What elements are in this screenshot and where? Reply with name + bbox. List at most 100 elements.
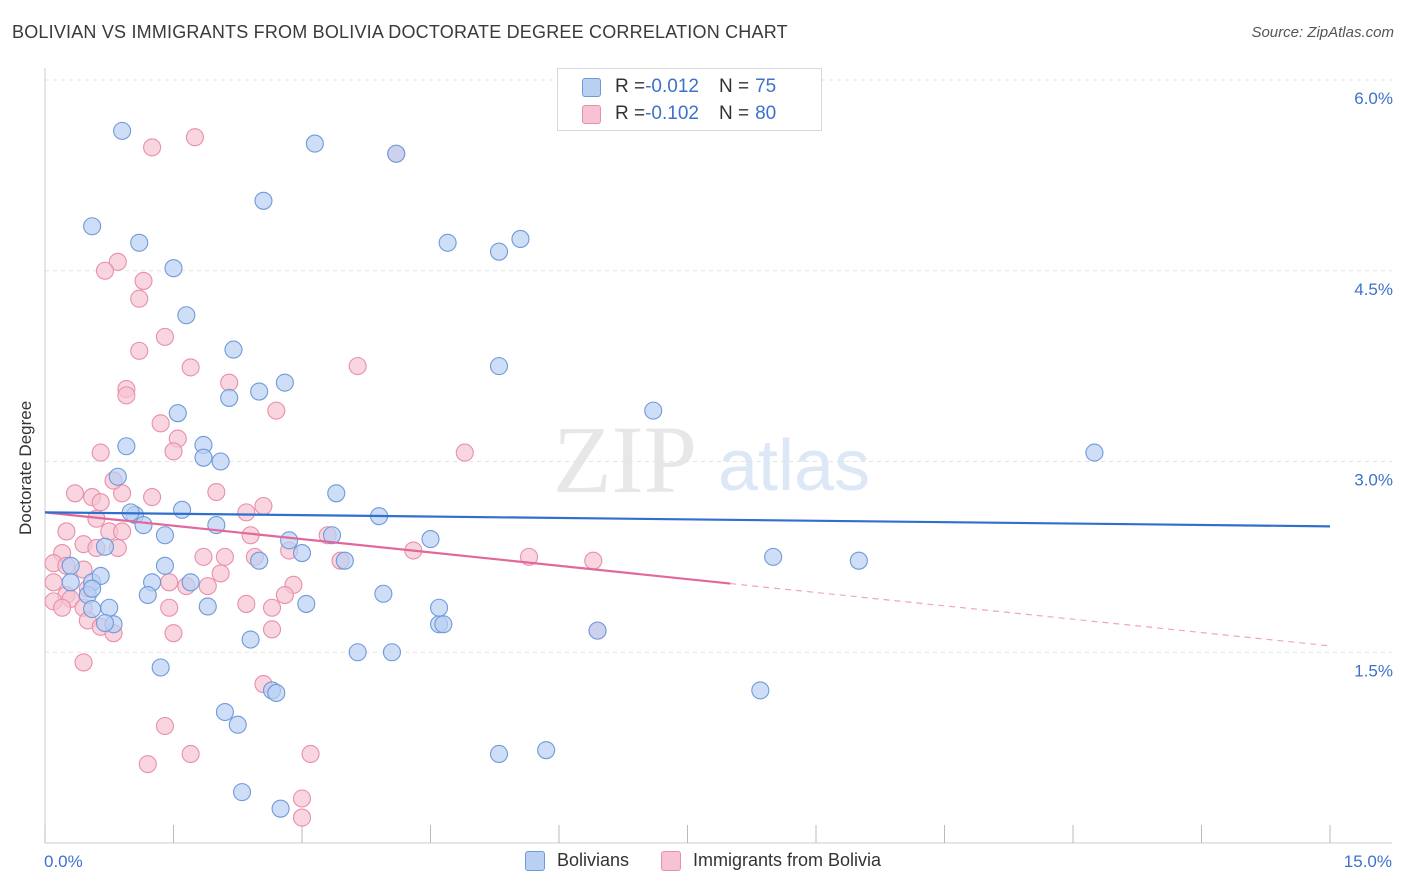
point-bolivians bbox=[108, 467, 127, 486]
legend-swatch-pink bbox=[661, 850, 681, 871]
point-bolivians bbox=[374, 584, 393, 603]
point-bolivians bbox=[322, 526, 342, 545]
source-label: Source: ZipAtlas.com bbox=[1251, 24, 1394, 41]
point-bolivians bbox=[438, 233, 457, 252]
point-immigrants-from-bolivia bbox=[254, 496, 273, 516]
point-bolivians bbox=[194, 448, 213, 467]
legend-r-label: R = bbox=[615, 103, 646, 124]
point-immigrants-from-bolivia bbox=[262, 598, 282, 617]
point-immigrants-from-bolivia bbox=[267, 401, 286, 420]
point-bolivians bbox=[387, 144, 406, 163]
point-bolivians bbox=[83, 579, 102, 598]
point-bolivians bbox=[138, 585, 157, 605]
point-bolivians bbox=[489, 242, 509, 261]
point-bolivians bbox=[280, 531, 299, 550]
point-bolivians bbox=[421, 530, 440, 549]
point-immigrants-from-bolivia bbox=[113, 484, 132, 503]
point-bolivians bbox=[95, 613, 115, 633]
legend-n-value: 75 bbox=[755, 76, 777, 97]
point-bolivians bbox=[155, 556, 174, 575]
point-immigrants-from-bolivia bbox=[155, 716, 174, 736]
point-immigrants-from-bolivia bbox=[138, 755, 157, 774]
legend-n-label: N = bbox=[718, 76, 750, 97]
trendlines bbox=[44, 511, 1331, 647]
point-bolivians bbox=[849, 551, 868, 570]
y-tick-label: 4.5% bbox=[1354, 280, 1393, 299]
y-tick-label: 1.5% bbox=[1354, 661, 1393, 680]
point-bolivians bbox=[168, 404, 187, 423]
legend-item-bolivians[interactable]: Bolivians bbox=[524, 850, 629, 871]
point-immigrants-from-bolivia bbox=[455, 443, 474, 462]
point-bolivians bbox=[224, 340, 243, 359]
point-immigrants-from-bolivia bbox=[220, 373, 239, 392]
legend-r-value: -0.012 bbox=[645, 76, 699, 97]
point-bolivians bbox=[198, 597, 217, 616]
legend-swatch-pink bbox=[582, 104, 601, 124]
point-bolivians bbox=[232, 783, 252, 802]
point-bolivians bbox=[155, 526, 174, 545]
point-immigrants-from-bolivia bbox=[262, 620, 282, 639]
point-immigrants-from-bolivia bbox=[292, 808, 312, 827]
legend-n-label: N = bbox=[718, 103, 750, 124]
point-bolivians bbox=[434, 615, 453, 634]
point-bolivians bbox=[241, 630, 260, 649]
point-bolivians bbox=[215, 702, 234, 722]
point-bolivians bbox=[181, 573, 200, 592]
watermark-zip: ZIP bbox=[553, 406, 697, 513]
point-bolivians bbox=[61, 556, 80, 575]
point-bolivians bbox=[134, 516, 153, 535]
point-bolivians bbox=[430, 598, 449, 617]
point-bolivians bbox=[489, 744, 509, 764]
point-immigrants-from-bolivia bbox=[275, 585, 294, 605]
point-bolivians bbox=[254, 191, 273, 210]
y-tick-label: 3.0% bbox=[1354, 471, 1393, 490]
axes bbox=[44, 68, 1392, 844]
point-bolivians bbox=[764, 547, 783, 566]
point-bolivians bbox=[91, 566, 110, 586]
point-immigrants-from-bolivia bbox=[155, 327, 174, 346]
point-bolivians bbox=[220, 388, 239, 407]
point-immigrants-from-bolivia bbox=[181, 744, 200, 764]
watermark: ZIP atlas bbox=[553, 406, 870, 513]
point-immigrants-from-bolivia bbox=[130, 341, 149, 360]
point-bolivians bbox=[588, 621, 607, 640]
point-bolivians bbox=[511, 229, 530, 249]
point-immigrants-from-bolivia bbox=[108, 252, 127, 271]
point-immigrants-from-bolivia bbox=[207, 482, 226, 502]
point-bolivians bbox=[164, 259, 183, 278]
point-immigrants-from-bolivia bbox=[65, 484, 85, 503]
gridlines bbox=[45, 79, 1392, 653]
y-tick-label: 6.0% bbox=[1354, 89, 1393, 108]
point-immigrants-from-bolivia bbox=[117, 386, 136, 405]
y-tick-labels: 1.5% 3.0% 4.5% 6.0% bbox=[1354, 89, 1393, 680]
point-bolivians bbox=[267, 683, 286, 702]
point-immigrants-from-bolivia bbox=[237, 503, 256, 522]
legend-swatch-blue bbox=[582, 77, 601, 97]
legend-n-value: 80 bbox=[755, 103, 777, 124]
point-bolivians bbox=[305, 134, 324, 153]
point-bolivians bbox=[1085, 443, 1104, 462]
point-bolivians bbox=[275, 373, 294, 392]
legend-r-value: -0.102 bbox=[645, 103, 699, 124]
point-immigrants-from-bolivia bbox=[164, 624, 183, 643]
point-immigrants-from-bolivia bbox=[198, 577, 217, 596]
legend-item-immigrants-from-bolivia[interactable]: Immigrants from Bolivia bbox=[661, 850, 881, 871]
point-bolivians bbox=[83, 599, 102, 619]
point-immigrants-from-bolivia bbox=[143, 138, 162, 157]
legend-r-label: R = bbox=[615, 76, 646, 97]
point-immigrants-from-bolivia bbox=[160, 573, 179, 592]
bolivians-trendline bbox=[44, 511, 1331, 528]
point-bolivians bbox=[117, 437, 136, 456]
series-legend: Bolivians Immigrants from Bolivia bbox=[0, 850, 1406, 871]
point-bolivians bbox=[95, 537, 115, 556]
point-bolivians bbox=[537, 741, 556, 760]
legend-label-bolivians: Bolivians bbox=[556, 850, 629, 870]
point-immigrants-from-bolivia bbox=[151, 414, 170, 433]
point-immigrants-from-bolivia bbox=[57, 522, 76, 541]
point-bolivians bbox=[100, 598, 119, 617]
point-bolivians bbox=[151, 658, 170, 677]
point-immigrants-from-bolivia bbox=[292, 789, 312, 808]
x-tick-min: 0.0% bbox=[44, 852, 83, 871]
point-bolivians bbox=[211, 452, 230, 471]
